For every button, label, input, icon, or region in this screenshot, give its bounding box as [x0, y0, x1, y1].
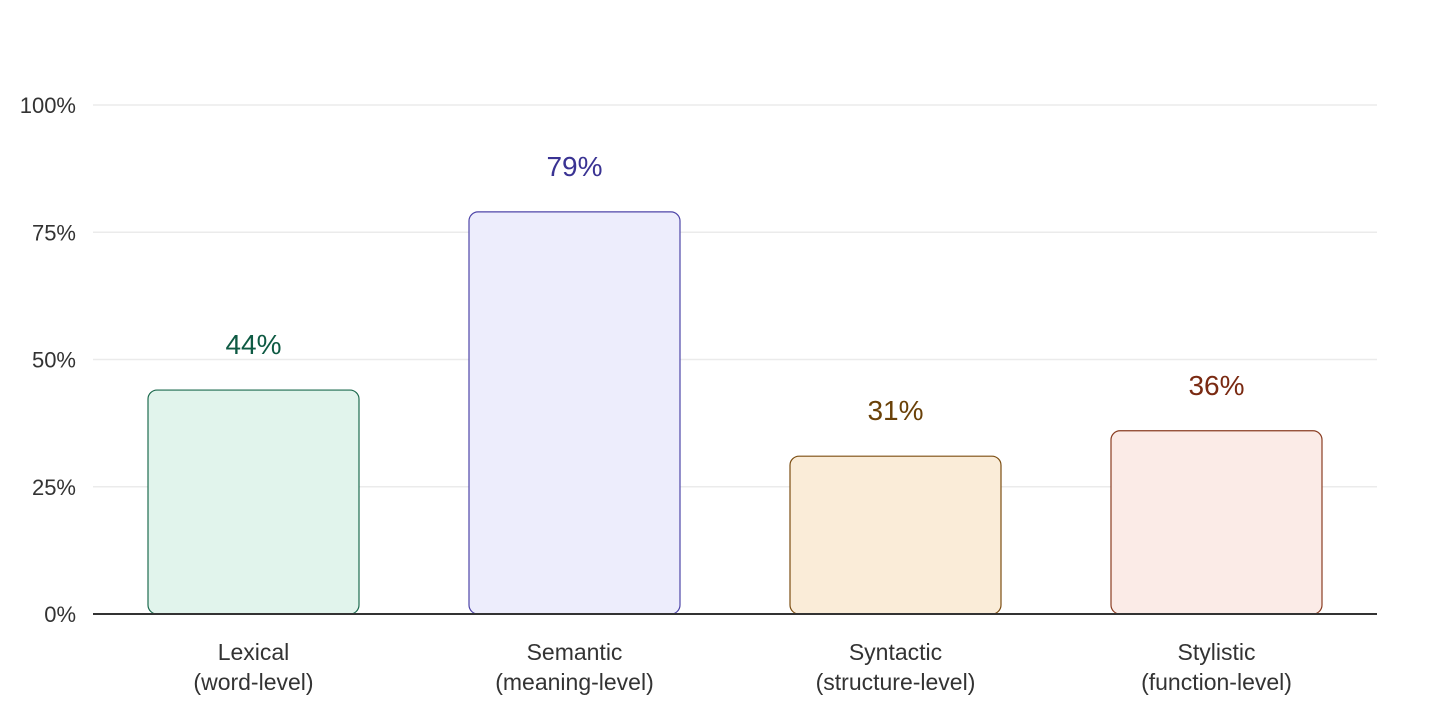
bar — [789, 455, 1002, 615]
bar-value-label: 31% — [867, 395, 923, 426]
y-tick-label: 0% — [44, 602, 76, 627]
bars — [147, 211, 1323, 615]
y-tick-label: 50% — [32, 348, 76, 373]
y-axis-tick-labels: 0% 25% 50% 75% 100% — [20, 93, 76, 627]
x-category-label-line: Syntactic — [849, 639, 942, 665]
y-tick-label: 100% — [20, 93, 76, 118]
x-category-label-line: Semantic — [527, 639, 623, 665]
x-category-label: Stylistic (function-level) — [1141, 639, 1292, 695]
x-category-label-line: (structure-level) — [816, 669, 976, 695]
bar — [1110, 430, 1323, 615]
x-category-label: Syntactic (structure-level) — [816, 639, 976, 695]
bar-value-label: 44% — [225, 329, 281, 360]
bar — [147, 389, 360, 615]
bar-value-label: 36% — [1188, 370, 1244, 401]
x-category-label-line: (meaning-level) — [495, 669, 654, 695]
x-category-label-line: (word-level) — [193, 669, 313, 695]
bar-value-label: 79% — [546, 151, 602, 182]
bar — [468, 211, 681, 615]
value-labels: 44% 79% 31% 36% — [225, 151, 1244, 426]
x-category-label-line: Stylistic — [1178, 639, 1256, 665]
y-tick-label: 25% — [32, 475, 76, 500]
x-category-label-line: Lexical — [218, 639, 290, 665]
x-category-label: Semantic (meaning-level) — [495, 639, 654, 695]
y-tick-label: 75% — [32, 220, 76, 245]
x-category-label: Lexical (word-level) — [193, 639, 313, 695]
x-axis-category-labels: Lexical (word-level) Semantic (meaning-leve… — [193, 639, 1291, 695]
x-category-label-line: (function-level) — [1141, 669, 1292, 695]
